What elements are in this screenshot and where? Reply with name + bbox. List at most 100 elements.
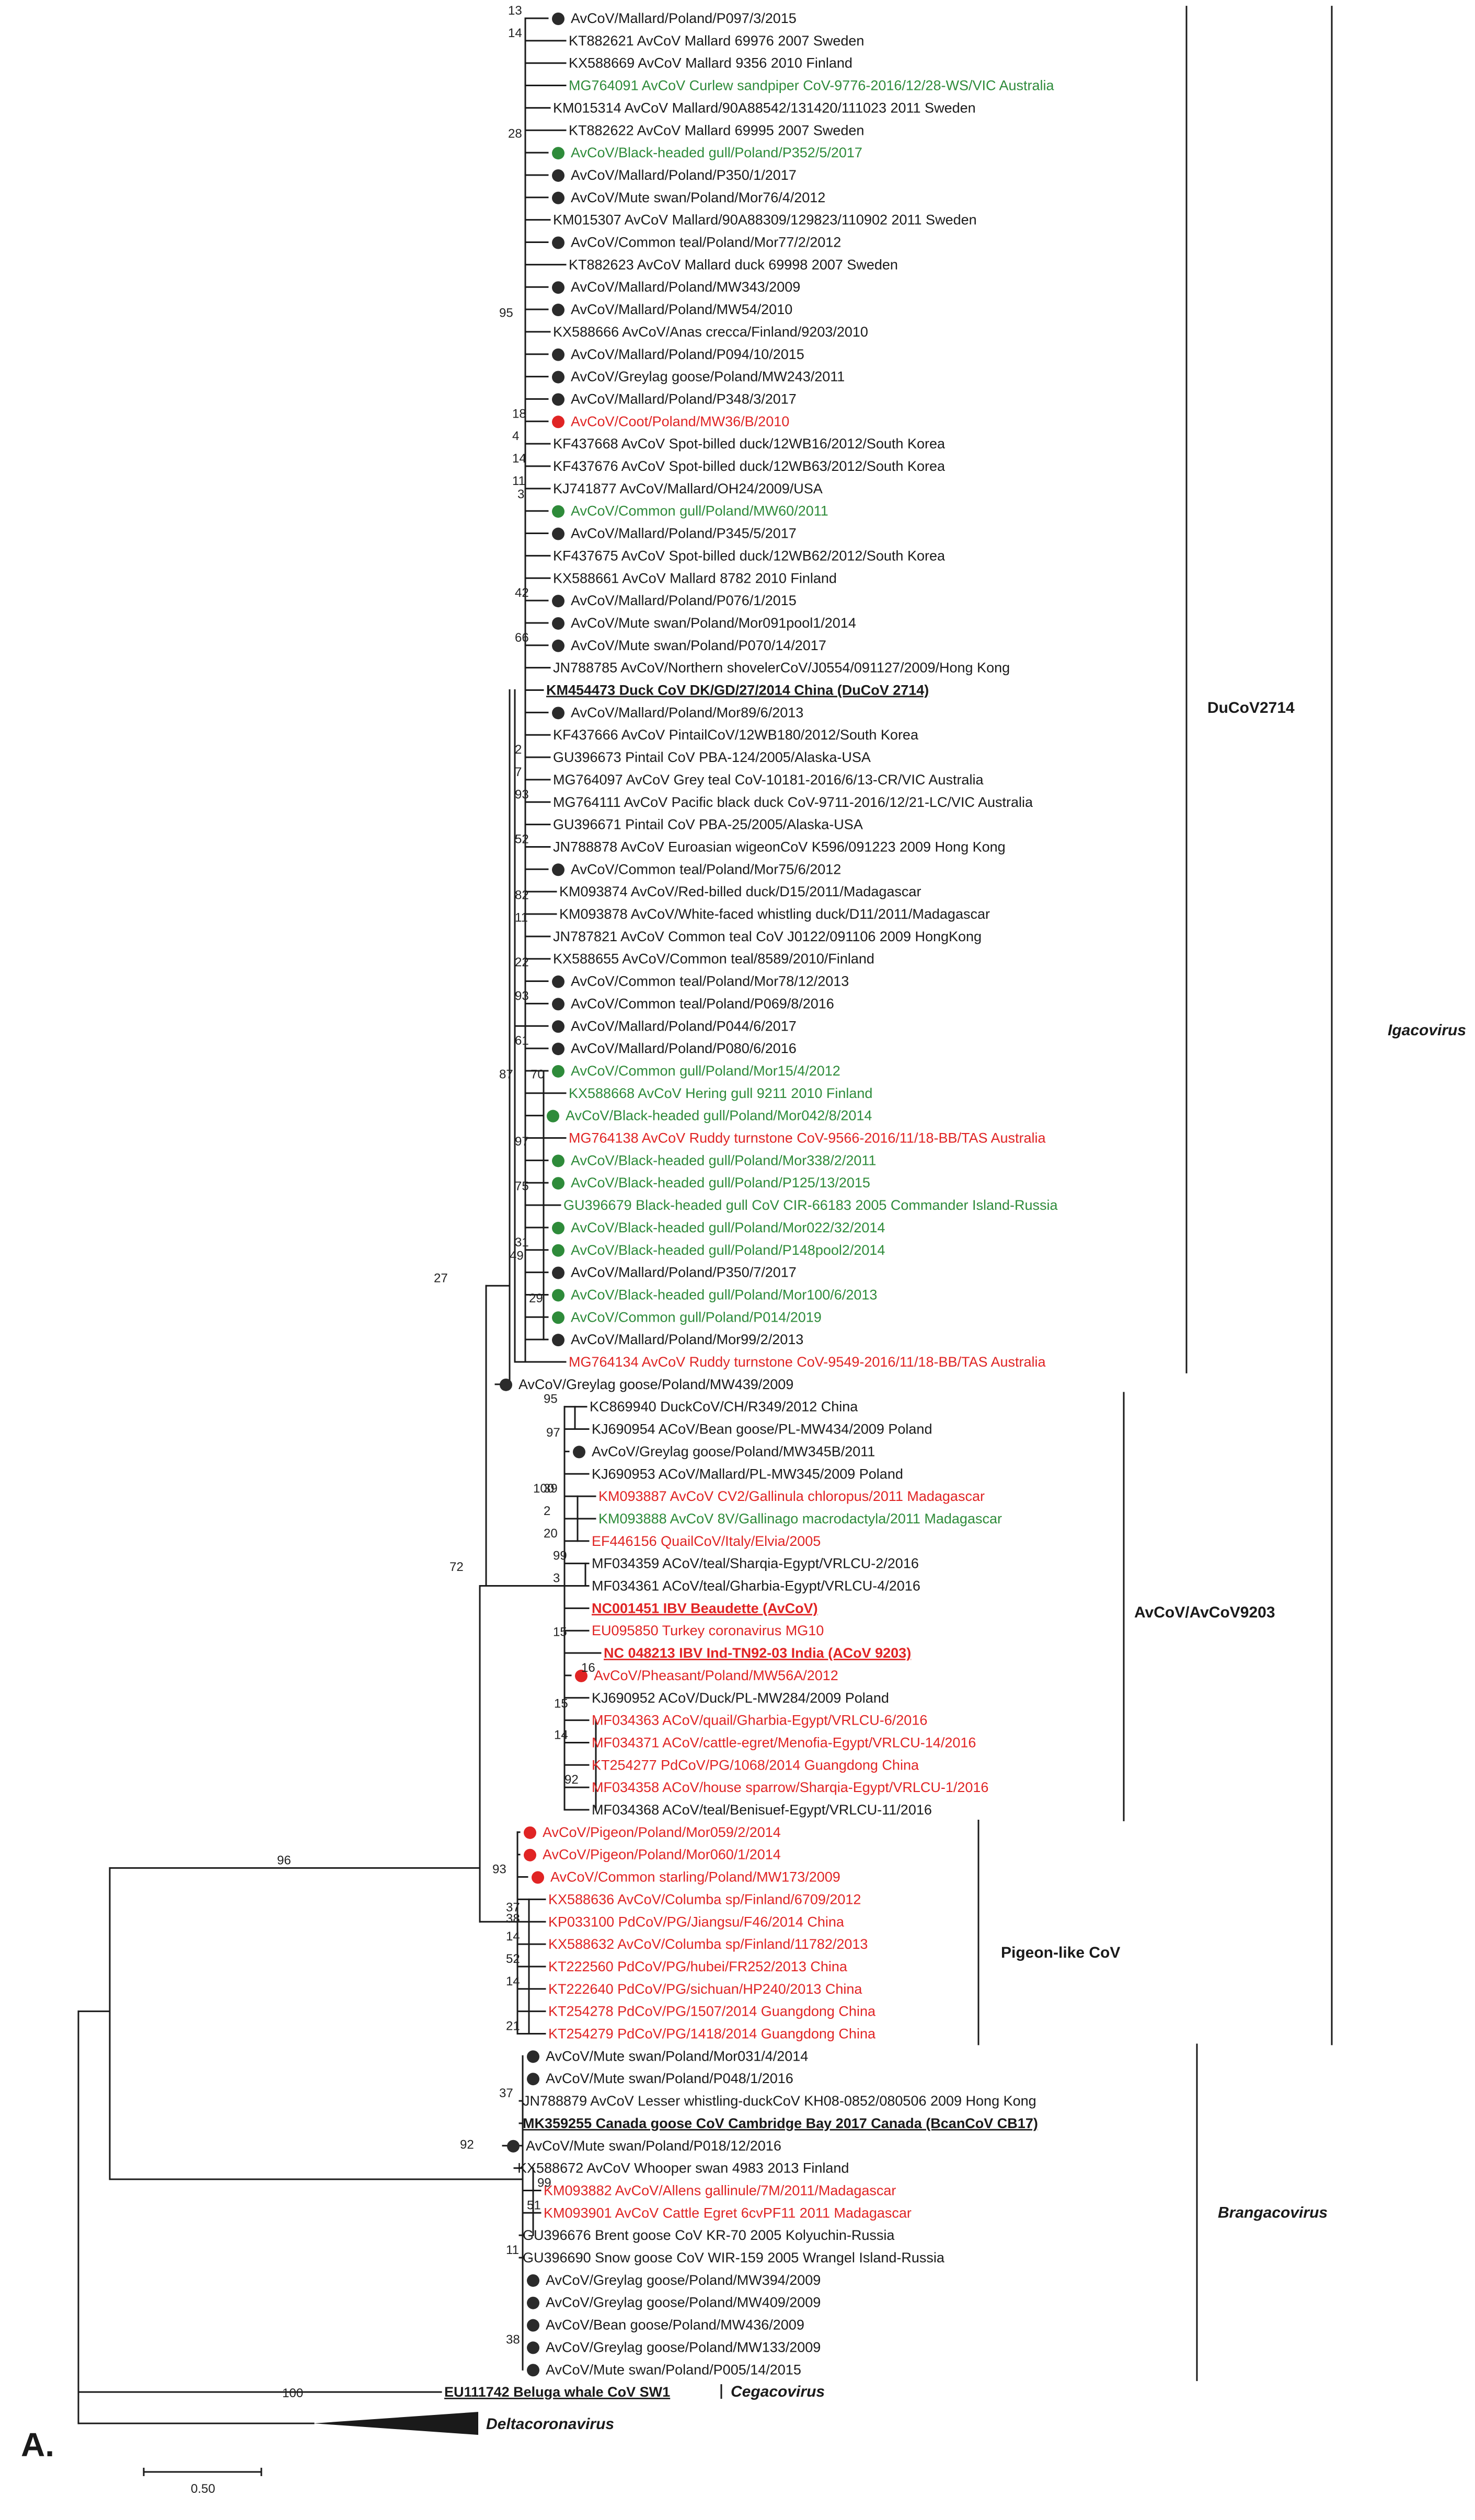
bootstrap-value: 13 xyxy=(508,4,522,18)
clade-label: AvCoV/AvCoV9203 xyxy=(1134,1604,1275,1621)
bootstrap-value: 87 xyxy=(499,1067,513,1081)
taxon-label: AvCoV/Mallard/Poland/P350/7/2017 xyxy=(571,1265,797,1280)
taxon-label: AvCoV/Bean goose/Poland/MW436/2009 xyxy=(546,2317,804,2333)
clade-label: Cegacovirus xyxy=(731,2383,825,2400)
taxon-label: AvCoV/Mallard/Poland/P080/6/2016 xyxy=(571,1041,797,1056)
taxon-label: KX588661 AvCoV Mallard 8782 2010 Finland xyxy=(553,570,837,586)
bootstrap-value: 70 xyxy=(531,1067,545,1081)
sample-marker-dot xyxy=(552,505,564,518)
taxon-label: JN788879 AvCoV Lesser whistling-duckCoV … xyxy=(523,2093,1036,2109)
bootstrap-value: 15 xyxy=(553,1625,567,1639)
taxon-label: KC869940 DuckCoV/CH/R349/2012 China xyxy=(590,1399,858,1415)
bootstrap-value: 14 xyxy=(508,26,522,40)
bootstrap-value: 14 xyxy=(506,1929,520,1944)
sample-marker-dot xyxy=(552,975,564,988)
sample-marker-dot xyxy=(552,1043,564,1056)
sample-marker-dot xyxy=(547,1109,559,1123)
taxon-label: KX588666 AvCoV/Anas crecca/Finland/9203/… xyxy=(553,324,868,340)
taxon-label: AvCoV/Mallard/Poland/Mor89/6/2013 xyxy=(571,704,803,720)
taxon-label: AvCoV/Mallard/Poland/P094/10/2015 xyxy=(571,346,804,362)
taxon-label: AvCoV/Common teal/Poland/Mor78/12/2013 xyxy=(571,974,849,989)
sample-marker-dot xyxy=(552,191,564,204)
sample-marker-dot xyxy=(552,998,564,1011)
bootstrap-value: 27 xyxy=(434,1271,448,1285)
taxon-label: KX588668 AvCoV Hering gull 9211 2010 Fin… xyxy=(569,1085,872,1101)
taxon-label: AvCoV/Greylag goose/Poland/MW243/2011 xyxy=(571,369,845,385)
bootstrap-value: 39 xyxy=(544,1482,558,1496)
taxon-label: KF437676 AvCoV Spot-billed duck/12WB63/2… xyxy=(553,458,946,474)
taxon-label: KM454473 Duck CoV DK/GD/27/2014 China (D… xyxy=(546,683,929,698)
taxon-label: KM015307 AvCoV Mallard/90A88309/129823/1… xyxy=(553,212,977,228)
taxon-label: MF034358 ACoV/house sparrow/Sharqia-Egyp… xyxy=(592,1779,988,1795)
taxon-label: JN787821 AvCoV Common teal CoV J0122/091… xyxy=(553,929,982,944)
sample-marker-dot xyxy=(524,1826,536,1839)
taxon-label: AvCoV/Mallard/Poland/Mor99/2/2013 xyxy=(571,1332,803,1347)
sample-marker-dot xyxy=(552,1334,564,1347)
clade-label: Pigeon-like CoV xyxy=(1001,1944,1120,1961)
taxon-label: NC 048213 IBV Ind-TN92-03 India (ACoV 92… xyxy=(604,1645,911,1661)
bootstrap-value: 49 xyxy=(510,1249,524,1263)
sample-marker-dot xyxy=(527,2341,539,2354)
taxon-label: GU396679 Black-headed gull CoV CIR-66183… xyxy=(563,1197,1058,1213)
bootstrap-value: 52 xyxy=(506,1952,520,1966)
taxon-label: AvCoV/Common gull/Poland/Mor15/4/2012 xyxy=(571,1063,840,1079)
taxon-label: AvCoV/Black-headed gull/Poland/P125/13/2… xyxy=(571,1175,870,1190)
tree-branches xyxy=(77,17,602,2424)
taxon-label: KT882621 AvCoV Mallard 69976 2007 Sweden xyxy=(569,33,864,49)
taxon-label: KT254277 PdCoV/PG/1068/2014 Guangdong Ch… xyxy=(592,1757,919,1773)
sample-marker-dot xyxy=(552,707,564,720)
taxon-label: KT222560 PdCoV/PG/hubei/FR252/2013 China xyxy=(548,1959,848,1974)
bootstrap-value: 52 xyxy=(515,832,529,846)
bootstrap-value: 92 xyxy=(460,2138,474,2152)
taxon-label: GU396690 Snow goose CoV WIR-159 2005 Wra… xyxy=(523,2250,945,2265)
bootstrap-value: 38 xyxy=(506,2332,520,2346)
taxon-label: MF034371 ACoV/cattle-egret/Menofia-Egypt… xyxy=(592,1735,976,1750)
misc-layer: Deltacoronavirus A. 0.50 xyxy=(21,2412,614,2496)
sample-marker-dot xyxy=(552,281,564,294)
taxon-label: AvCoV/Common gull/Poland/P014/2019 xyxy=(571,1309,822,1325)
bootstrap-value: 37 xyxy=(506,1900,520,1914)
bootstrap-value: 11 xyxy=(515,910,528,924)
sample-marker-dot xyxy=(552,595,564,608)
taxon-label: KX588672 AvCoV Whooper swan 4983 2013 Fi… xyxy=(517,2160,849,2176)
bootstrap-value: 22 xyxy=(515,955,529,969)
bootstrap-value: 97 xyxy=(515,1135,529,1149)
bootstrap-value: 21 xyxy=(506,2019,520,2033)
sample-marker-dot xyxy=(500,1378,512,1391)
taxon-label: AvCoV/Mallard/Poland/P350/1/2017 xyxy=(571,167,797,183)
sample-marker-dot xyxy=(527,2296,539,2309)
sample-marker-dot xyxy=(552,639,564,652)
bootstrap-value: 75 xyxy=(515,1180,529,1194)
bootstrap-value: 93 xyxy=(492,1863,506,1877)
taxon-label: KT254279 PdCoV/PG/1418/2014 Guangdong Ch… xyxy=(548,2026,876,2042)
clade-label: Igacovirus xyxy=(1388,1022,1466,1039)
taxon-label: EU111742 Beluga whale CoV SW1 xyxy=(444,2384,670,2400)
bootstrap-value: 31 xyxy=(515,1235,529,1250)
taxon-label: AvCoV/Black-headed gull/Poland/Mor022/32… xyxy=(571,1220,885,1235)
taxon-label: KP033100 PdCoV/PG/Jiangsu/F46/2014 China xyxy=(548,1914,845,1929)
taxon-label: KT222640 PdCoV/PG/sichuan/HP240/2013 Chi… xyxy=(548,1981,862,1997)
bootstrap-value: 38 xyxy=(506,1912,520,1926)
bootstrap-value: 2 xyxy=(515,743,522,757)
sample-marker-dot xyxy=(552,1065,564,1078)
taxon-label: AvCoV/Pigeon/Poland/Mor060/1/2014 xyxy=(543,1847,781,1863)
bootstrap-value: 61 xyxy=(515,1034,529,1048)
taxon-label: AvCoV/Greylag goose/Poland/MW345B/2011 xyxy=(592,1443,875,1459)
bootstrap-value: 37 xyxy=(499,2086,513,2100)
bootstrap-value: 20 xyxy=(544,1527,558,1541)
taxon-label: KX588632 AvCoV/Columba sp/Finland/11782/… xyxy=(548,1936,868,1952)
taxon-label: KM093878 AvCoV/White-faced whistling duc… xyxy=(559,906,990,922)
scale-bar-label: 0.50 xyxy=(191,2482,215,2496)
bootstrap-value: 28 xyxy=(508,127,522,141)
taxon-label: AvCoV/Black-headed gull/Poland/P148pool2… xyxy=(571,1242,885,1258)
taxon-label: GU396676 Brent goose CoV KR-70 2005 Koly… xyxy=(523,2227,895,2243)
taxon-label: AvCoV/Greylag goose/Poland/MW439/2009 xyxy=(518,1377,793,1392)
bootstrap-value: 99 xyxy=(537,2176,551,2190)
sample-marker-dot xyxy=(552,147,564,160)
sample-marker-dot xyxy=(552,527,564,540)
bootstrap-value: 14 xyxy=(554,1728,568,1742)
bootstrap-value: 100 xyxy=(533,1482,554,1496)
taxon-label: KF437666 AvCoV PintailCoV/12WB180/2012/S… xyxy=(553,727,919,743)
sample-marker-dot xyxy=(507,2140,520,2153)
sample-marker-dot xyxy=(552,13,564,25)
